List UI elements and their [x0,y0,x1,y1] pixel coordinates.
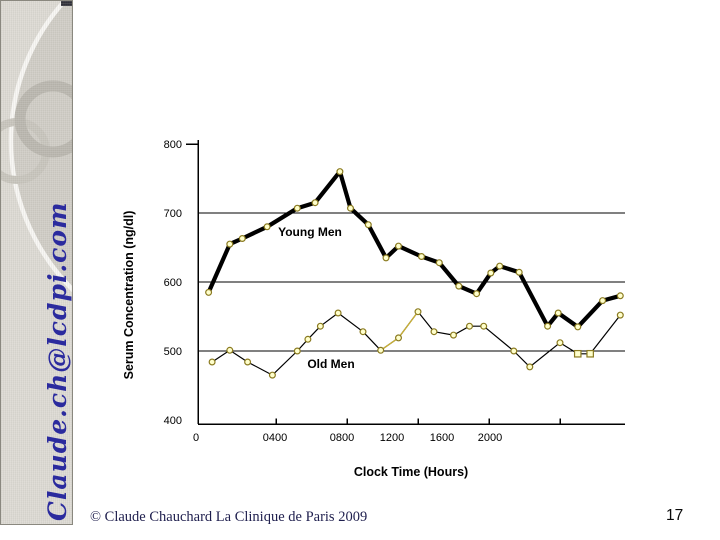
old-men-marker [316,322,324,330]
old-men-marker [334,309,342,317]
young-men-line [206,169,621,329]
sidebar: Claude.ch@lcdpi.com [0,0,73,525]
old-men-square-marker [573,349,582,358]
old-men-marker [414,308,422,316]
old-men-marker [395,334,403,342]
young-men-marker [263,223,271,231]
x-tick-label-0400: 0400 [263,432,287,444]
old-men-marker [556,339,564,347]
young-men-marker [205,288,213,296]
young-men-marker [487,269,495,277]
young-men-marker [599,297,607,305]
young-men-marker [347,204,355,212]
page-number: 17 [666,507,684,524]
old-men-marker [268,371,276,379]
young-men-marker [544,322,552,330]
old-men-marker [244,358,252,366]
young-men-marker [226,240,234,248]
x-tick-label-0: 0 [193,432,199,444]
young-men-label: Young Men [278,225,342,239]
young-men-marker [554,309,562,317]
old-men-marker [480,322,488,330]
x-tick-label-2000: 2000 [478,432,502,444]
old-men-marker [616,311,624,319]
y-tick-label-600: 600 [164,277,182,289]
old-men-marker [226,346,234,354]
old-men-marker [466,322,474,330]
x-tick-label-1200: 1200 [380,432,404,444]
young-men-marker [382,254,390,262]
young-men-marker [311,199,319,207]
x-axis-title: Clock Time (Hours) [354,465,468,479]
old-men-marker [304,335,312,343]
footer-copyright: © Claude Chauchard La Clinique de Paris … [90,509,368,525]
young-men-marker [435,259,443,267]
young-men-marker [293,204,301,212]
young-men-marker [336,168,344,176]
old-men-marker [377,346,385,354]
young-men-marker [238,235,246,243]
old-men-marker [208,358,216,366]
old-men-marker [450,331,458,339]
old-men-tan-segment [380,311,419,351]
y-tick-label-400: 400 [164,415,182,427]
old-men-marker [359,328,367,336]
x-tick-label-1600: 1600 [430,432,454,444]
y-tick-label-700: 700 [164,208,182,220]
y-axis-title: Serum Concentration (ng/dl) [122,211,136,380]
old-men-square-marker [586,349,594,358]
young-men-marker [574,323,582,331]
sidebar-email-text: Claude.ch@lcdpi.com [43,201,72,522]
young-men-marker [473,290,481,298]
young-men-marker [395,242,403,250]
sidebar-decoration [1,1,72,293]
old-men-marker [526,363,534,371]
y-tick-label-800: 800 [164,139,182,151]
old-men-label: Old Men [307,357,354,371]
old-men-marker [430,328,438,336]
sidebar-top-accent [61,1,72,6]
young-men-marker [515,268,523,276]
young-men-marker [364,221,372,229]
old-men-marker [510,347,518,355]
young-men-marker [418,253,426,261]
y-tick-label-500: 500 [164,346,182,358]
sidebar-ring-large [14,80,72,158]
young-men-marker [616,292,624,300]
young-men-marker [496,262,504,270]
x-tick-label-0800: 0800 [330,432,354,444]
young-men-marker [455,282,463,290]
old-men-marker [293,347,301,355]
